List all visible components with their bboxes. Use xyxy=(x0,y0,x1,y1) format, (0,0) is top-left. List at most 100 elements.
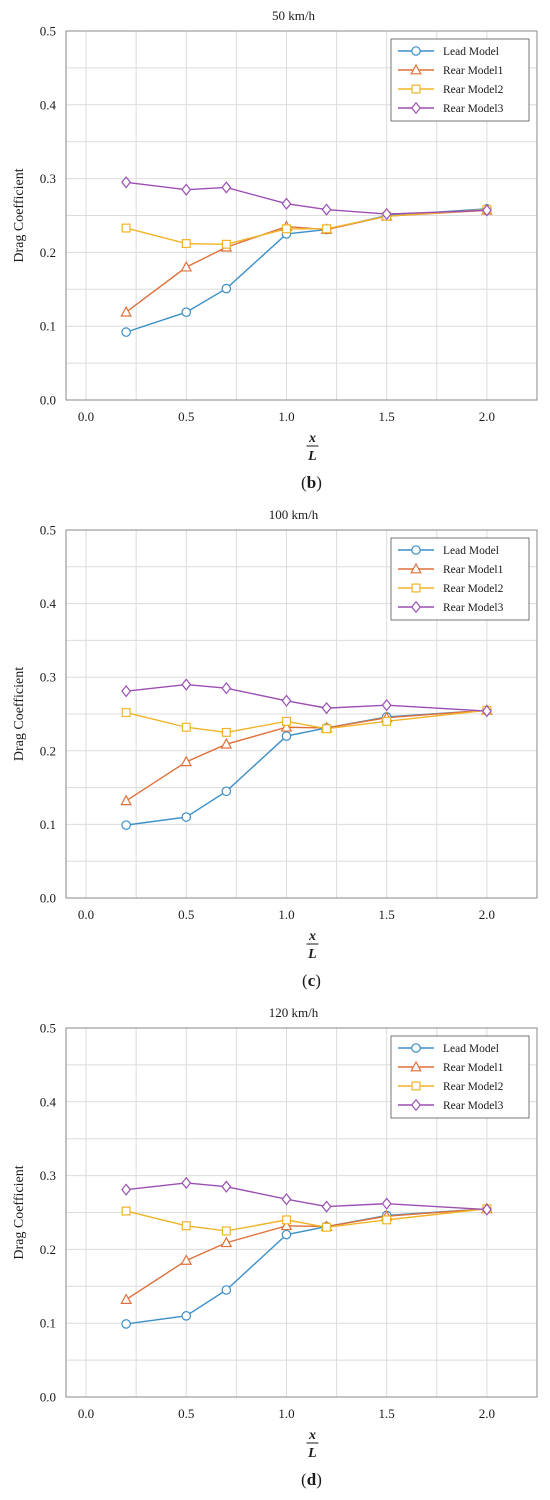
data-point-series-2 xyxy=(120,794,132,806)
legend-entry-label: Lead Model xyxy=(443,46,499,58)
series-line-4 xyxy=(126,181,487,215)
legend-entry-label: Rear Model1 xyxy=(443,65,504,77)
legend-entry-label: Rear Model1 xyxy=(443,564,504,576)
data-point-series-4 xyxy=(281,197,292,210)
data-point-series-4 xyxy=(181,678,192,691)
data-point-series-3 xyxy=(322,1222,332,1232)
data-point-series-4 xyxy=(381,699,392,712)
data-point-series-2 xyxy=(180,1254,193,1265)
y-tick-label: 0.4 xyxy=(40,1094,57,1109)
x-tick-label: 0.5 xyxy=(178,409,194,424)
legend: Lead Model Rear Model1 Rear Model2 Rear Mod… xyxy=(390,1035,530,1119)
data-point-series-3 xyxy=(281,716,291,726)
data-point-series-2 xyxy=(120,1293,132,1304)
data-point-series-3 xyxy=(322,724,332,734)
y-axis-label: Drag Coefficient xyxy=(12,1165,27,1259)
panel-label-close-paren: ) xyxy=(316,1470,322,1489)
x-tick-label: 0.5 xyxy=(178,907,194,922)
y-tick-label: 0.1 xyxy=(40,319,56,334)
data-point-series-4 xyxy=(381,1197,392,1210)
data-point-series-4 xyxy=(381,207,392,221)
data-point-series-3 xyxy=(221,727,231,737)
data-point-series-3 xyxy=(121,1206,131,1216)
data-point-series-1 xyxy=(121,820,131,830)
data-point-series-4 xyxy=(281,1193,292,1206)
x-tick-label: 0.0 xyxy=(78,1406,94,1421)
panel-label-letter: d xyxy=(307,1470,317,1489)
legend-entry-label: Rear Model3 xyxy=(443,1100,504,1112)
legend-swatch-marker xyxy=(411,1043,421,1053)
legend: Lead Model Rear Model1 Rear Model2 Rear Mod… xyxy=(390,537,530,621)
y-tick-label: 0.4 xyxy=(40,97,57,112)
data-point-series-3 xyxy=(281,224,291,234)
data-point-series-1 xyxy=(221,283,232,294)
plot-frame xyxy=(65,529,538,899)
data-point-series-3 xyxy=(181,239,191,249)
data-point-series-4 xyxy=(181,1176,192,1190)
legend-entry-label: Rear Model2 xyxy=(443,84,504,96)
y-axis-label: Drag Coefficient xyxy=(12,168,27,262)
y-tick-label: 0.2 xyxy=(40,743,56,758)
data-point-series-1 xyxy=(181,1311,192,1321)
y-axis-label: Drag Coefficient xyxy=(12,667,27,761)
data-point-series-3 xyxy=(281,1215,291,1225)
y-tick-label: 0.5 xyxy=(40,24,56,39)
y-tick-label: 0.3 xyxy=(40,670,56,685)
panel-label-open-paren: ( xyxy=(301,473,307,492)
chart-title: 50 km/h xyxy=(272,8,315,23)
legend-swatch-marker xyxy=(410,562,422,574)
data-point-series-1 xyxy=(181,812,192,822)
legend-swatch-marker xyxy=(410,1060,422,1072)
legend-entry-label: Rear Model2 xyxy=(443,1081,504,1093)
data-point-series-2 xyxy=(120,305,132,317)
panel-label-close-paren: ) xyxy=(316,473,322,492)
data-point-series-4 xyxy=(321,701,332,715)
data-point-series-2 xyxy=(220,1236,233,1248)
legend-swatch-marker xyxy=(410,63,422,75)
data-point-series-2 xyxy=(180,755,193,767)
x-axis-label-numerator: x xyxy=(308,929,316,944)
data-point-series-3 xyxy=(382,1215,392,1225)
x-axis-label-numerator: x xyxy=(308,1428,316,1443)
y-tick-label: 0.0 xyxy=(40,1390,56,1405)
x-tick-label: 1.0 xyxy=(278,1406,294,1421)
data-point-series-2 xyxy=(280,720,293,732)
panel-label-letter: c xyxy=(308,971,316,990)
panel-label-letter: b xyxy=(307,473,316,492)
data-point-series-4 xyxy=(221,682,232,695)
data-point-series-4 xyxy=(281,694,292,707)
y-tick-label: 0.5 xyxy=(40,523,56,538)
series-line-2 xyxy=(125,209,487,313)
data-point-series-4 xyxy=(221,1180,232,1193)
panel-label: (c) xyxy=(302,971,321,990)
data-point-series-4 xyxy=(121,1183,132,1196)
data-point-series-2 xyxy=(180,260,193,272)
data-point-series-1 xyxy=(181,307,192,317)
data-point-series-3 xyxy=(382,716,392,726)
y-tick-label: 0.5 xyxy=(40,1021,56,1036)
x-tick-label: 0.5 xyxy=(178,1406,194,1421)
chart-title: 100 km/h xyxy=(269,507,319,522)
data-point-series-4 xyxy=(181,183,192,196)
x-tick-label: 1.5 xyxy=(379,1406,395,1421)
x-tick-label: 1.5 xyxy=(379,409,395,424)
series-line-4 xyxy=(126,683,487,712)
data-point-series-1 xyxy=(121,1319,131,1329)
legend-swatch-marker xyxy=(411,46,421,56)
x-axis-label-denominator: L xyxy=(307,1446,317,1461)
data-point-series-4 xyxy=(321,1200,332,1213)
x-tick-label: 1.5 xyxy=(379,907,395,922)
data-point-series-4 xyxy=(321,203,332,216)
chart-panel-c: 100 km/h 0.0 0.1 0.2 0.3 0.4 0.5 0.0 0.5 1.0 1.5 2.… xyxy=(12,507,538,990)
data-point-series-3 xyxy=(121,223,131,233)
x-tick-label: 1.0 xyxy=(278,907,294,922)
panel-label-open-paren: ( xyxy=(301,1470,307,1489)
data-point-series-4 xyxy=(481,204,492,217)
y-tick-label: 0.1 xyxy=(40,817,56,832)
legend-swatch-marker xyxy=(411,583,421,593)
y-tick-label: 0.0 xyxy=(40,393,56,408)
plot-frame xyxy=(65,30,538,401)
y-tick-label: 0.3 xyxy=(40,1168,56,1183)
panel-label: (d) xyxy=(301,1470,322,1489)
